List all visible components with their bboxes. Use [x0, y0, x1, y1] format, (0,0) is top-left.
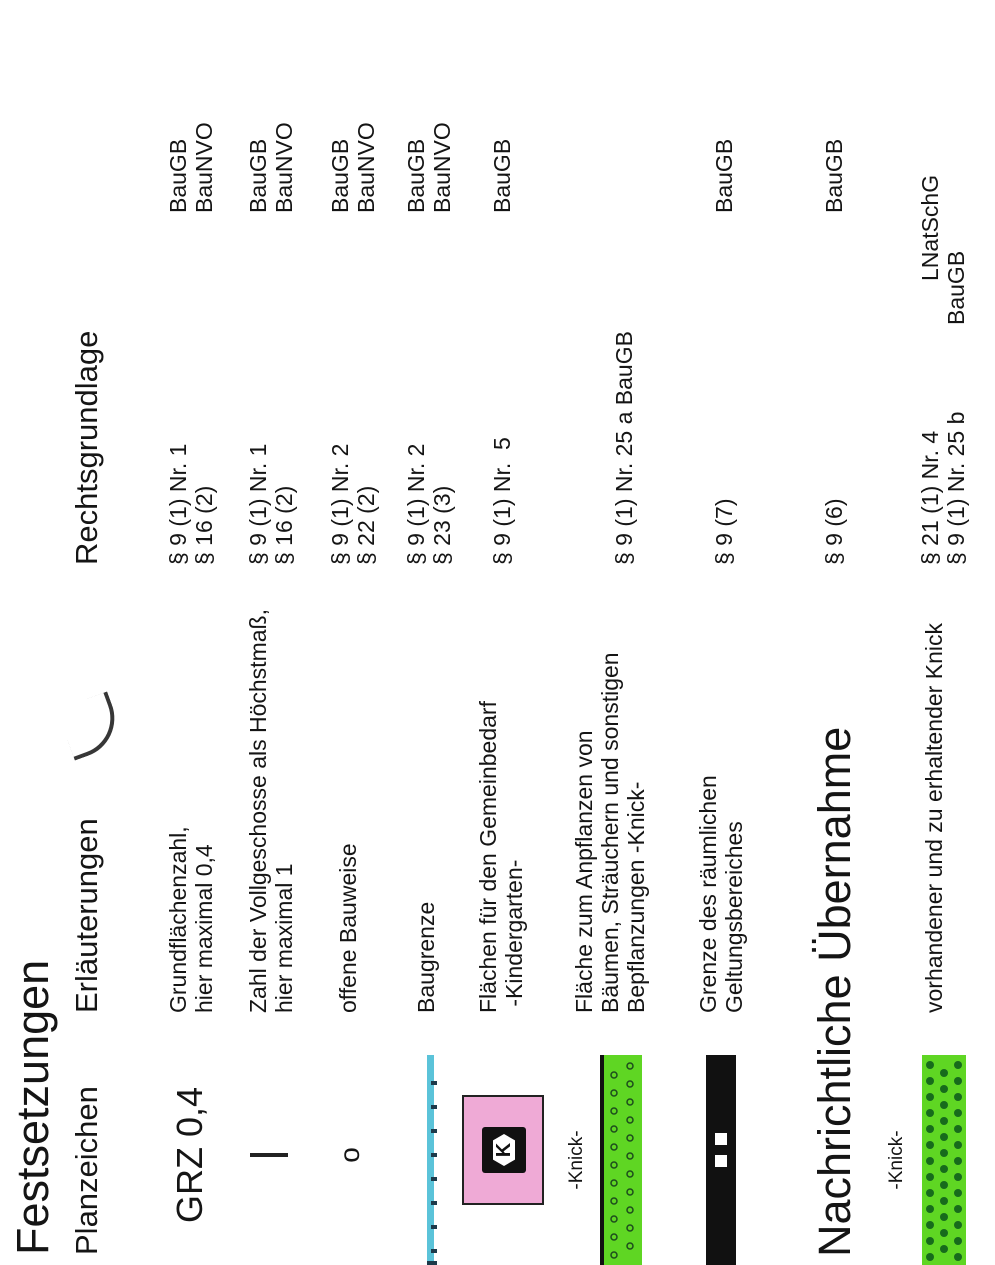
row-2-law-line-2: § 16 (2): [270, 485, 297, 565]
row-8-code: BauGB: [821, 138, 847, 213]
row-1-law: § 9 (1) Nr. 1 § 16 (2): [165, 443, 218, 565]
row-4-desc: Baugrenze: [413, 901, 439, 1013]
symbol-vollgeschosse-bar: [250, 1153, 288, 1157]
row-7-law: § 9 (7): [711, 498, 737, 565]
row-7-desc-line-2: Geltungsbereiches: [720, 821, 747, 1013]
row-1-code-line-1: BauGB: [165, 138, 191, 213]
row-5-desc-line-1: Flächen für den Gemeinbedarf: [475, 701, 501, 1013]
row-5-code: BauGB: [489, 138, 515, 213]
symbol-geltungsbereich: [706, 1055, 736, 1265]
row-2-code-line-1: BauGB: [245, 138, 271, 213]
row-1-code-line-2: BauNVO: [190, 122, 217, 213]
geltungsbereich-boundary-icon: [706, 1055, 736, 1265]
row-7-desc-line-1: Grenze des räumlichen: [695, 775, 721, 1013]
row-5-desc-line-2: -Kindergarten-: [500, 859, 527, 1013]
row-3-code: BauGB BauNVO: [327, 122, 380, 213]
row-1-law-line-1: § 9 (1) Nr. 1: [165, 443, 191, 565]
row-2-law-line-1: § 9 (1) Nr. 1: [245, 443, 271, 565]
row-6-desc-line-2: Bäumen, Sträuchern und sonstigen: [596, 652, 623, 1013]
row-1-desc-line-1: Grundflächenzahl,: [165, 826, 191, 1013]
row-9-law-line-2: § 9 (1) Nr. 25 b: [942, 411, 969, 565]
baugrenze-line-icon: [427, 1055, 437, 1265]
row-1-desc: Grundflächenzahl, hier maximal 0,4: [165, 826, 218, 1013]
kindergarten-label: K: [493, 1134, 515, 1166]
row-4-code-line-1: BauGB: [403, 138, 429, 213]
symbol-offene-bauweise: o: [334, 1147, 365, 1163]
row-9-desc: vorhandener und zu erhaltender Knick: [921, 623, 947, 1013]
row-7-code: BauGB: [711, 138, 737, 213]
header-erlaeuterungen: Erläuterungen: [69, 818, 104, 1013]
symbol-knick-anpflanzen: [600, 1055, 642, 1265]
row-1-code: BauGB BauNVO: [165, 122, 218, 213]
row-9-code-line-2: BauGB: [942, 250, 969, 325]
row-9-law: § 21 (1) Nr. 4 § 9 (1) Nr. 25 b: [917, 411, 970, 565]
section-title-festsetzungen: Festsetzungen: [7, 959, 58, 1255]
row-9-law-line-1: § 21 (1) Nr. 4: [917, 430, 943, 565]
row-2-code-line-2: BauNVO: [270, 122, 297, 213]
row-5-desc: Flächen für den Gemeinbedarf -Kindergart…: [475, 701, 528, 1013]
row-9-code: LNatSchG BauGB: [917, 174, 970, 325]
row-4-law-line-2: § 23 (3): [428, 485, 455, 565]
row-8-law: § 9 (6): [821, 498, 847, 565]
row-4-law-line-1: § 9 (1) Nr. 2: [403, 443, 429, 565]
symbol-knick-anpflanzen-label: -Knick-: [566, 1130, 587, 1190]
symbol-baugrenze: [424, 1055, 437, 1265]
header-planzeichen: Planzeichen: [69, 1086, 104, 1255]
partial-character-mark: [56, 691, 126, 761]
row-3-law: § 9 (1) Nr. 2 § 22 (2): [327, 443, 380, 565]
row-2-desc: Zahl der Vollgeschosse als Höchstmaß, hi…: [245, 609, 298, 1013]
row-4-law: § 9 (1) Nr. 2 § 23 (3): [403, 443, 456, 565]
row-2-desc-line-2: hier maximal 1: [270, 863, 297, 1013]
row-4-code-line-2: BauNVO: [428, 122, 455, 213]
row-9-code-line-1: LNatSchG: [917, 174, 943, 281]
symbol-vollgeschosse: I: [250, 1045, 290, 1265]
row-3-law-line-2: § 22 (2): [352, 485, 379, 565]
kindergarten-icon: K: [482, 1127, 526, 1173]
row-6-desc-line-1: Fläche zum Anpflanzen von: [571, 730, 597, 1013]
row-6-desc: Fläche zum Anpflanzen von Bäumen, Sträuc…: [571, 652, 649, 1013]
row-3-desc: offene Bauweise: [335, 843, 361, 1013]
header-rechtsgrundlage: Rechtsgrundlage: [69, 330, 104, 565]
symbol-grz: GRZ 0,4: [169, 1086, 210, 1224]
row-2-law: § 9 (1) Nr. 1 § 16 (2): [245, 443, 298, 565]
row-1-law-line-2: § 16 (2): [190, 485, 217, 565]
row-6-desc-line-3: Bepflanzungen -Knick-: [622, 781, 649, 1013]
knick-vorhanden-icon: [922, 1055, 966, 1265]
row-3-code-line-2: BauNVO: [352, 122, 379, 213]
row-2-code: BauGB BauNVO: [245, 122, 298, 213]
symbol-gemeinbedarf: K: [462, 1095, 544, 1205]
symbol-knick-vorhanden-label: -Knick-: [886, 1130, 907, 1190]
row-3-code-line-1: BauGB: [327, 138, 353, 213]
row-3-law-line-1: § 9 (1) Nr. 2: [327, 443, 353, 565]
row-7-desc: Grenze des räumlichen Geltungsbereiches: [695, 775, 748, 1013]
symbol-knick-vorhanden: [922, 1055, 966, 1265]
row-4-code: BauGB BauNVO: [403, 122, 456, 213]
row-1-desc-line-2: hier maximal 0,4: [190, 844, 217, 1013]
knick-anpflanzen-icon: [600, 1055, 642, 1265]
section-title-nachrichtliche-uebernahme: Nachrichtliche Übernahme: [809, 726, 860, 1257]
row-5-law: § 9 (1) Nr. 5: [489, 437, 515, 565]
row-2-desc-line-1: Zahl der Vollgeschosse als Höchstmaß,: [245, 609, 271, 1013]
row-6-law: § 9 (1) Nr. 25 a BauGB: [611, 331, 637, 565]
